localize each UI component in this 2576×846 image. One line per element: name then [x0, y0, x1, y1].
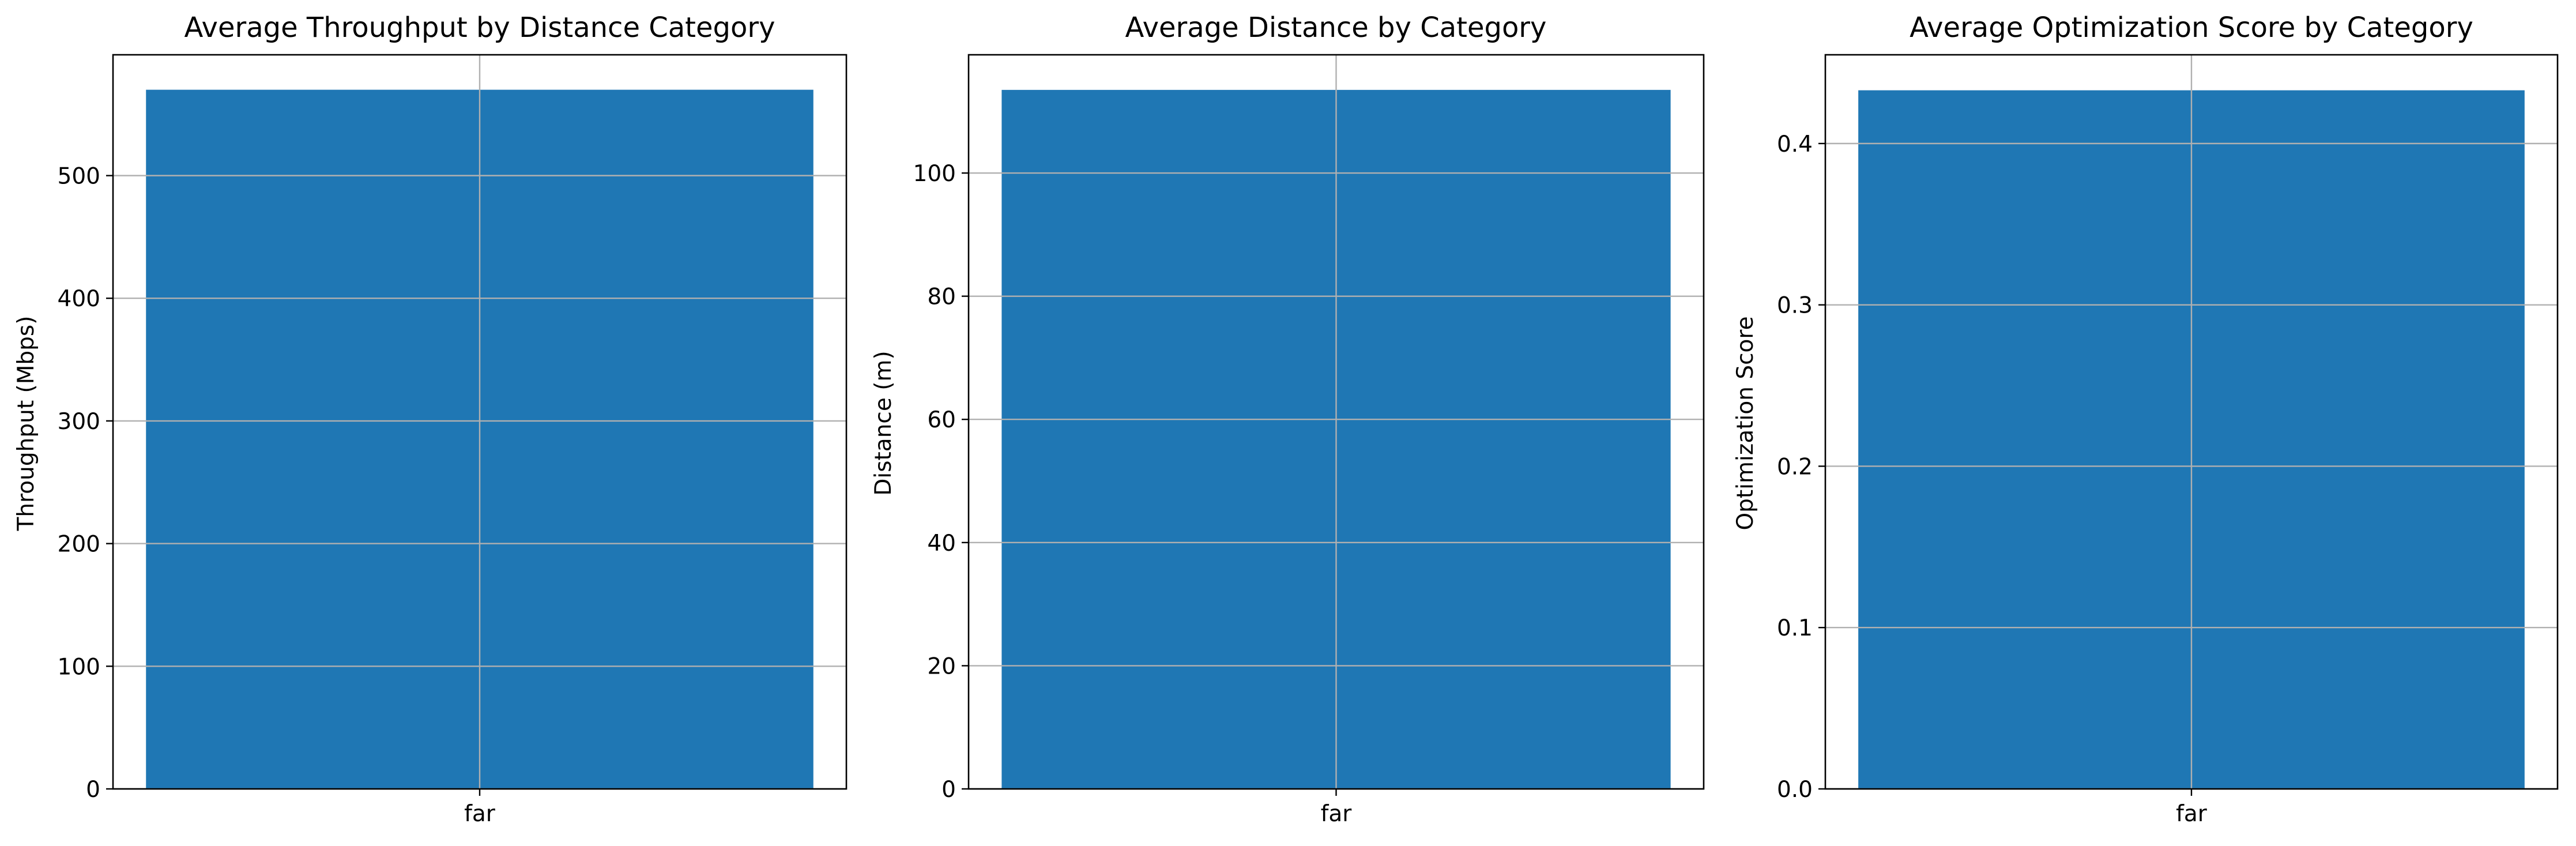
chart-title: Average Optimization Score by Category	[1910, 12, 2473, 44]
subplot-distance: Average Distance by Category Distance (m…	[871, 12, 1705, 827]
y-tick-label: 60	[927, 407, 956, 433]
y-tick-label: 100	[58, 654, 100, 680]
x-tick-label: far	[1321, 801, 1353, 827]
chart-title: Average Throughput by Distance Category	[184, 12, 775, 44]
y-tick-label: 400	[58, 286, 100, 312]
y-tick-label: 0	[86, 777, 100, 803]
y-tick-label: 0	[941, 777, 956, 803]
y-tick-label: 100	[913, 161, 956, 187]
y-axis-label: Optimization Score	[1733, 316, 1758, 530]
y-tick-label: 40	[927, 531, 956, 557]
y-tick-label: 200	[58, 532, 100, 558]
y-tick-label: 500	[58, 164, 100, 190]
x-tick-label: far	[2176, 801, 2208, 827]
y-axis-label: Throughput (Mbps)	[13, 316, 39, 532]
plot-area: 0.0 0.1 0.2 0.3 0.4 far	[1777, 54, 2559, 827]
y-tick-label: 0.0	[1777, 777, 1813, 803]
subplot-throughput: Average Throughput by Distance Category …	[13, 12, 848, 827]
plot-area: 0 20 40 60 80 100 far	[913, 54, 1705, 827]
y-tick-label: 0.3	[1777, 293, 1813, 319]
y-tick-label: 20	[927, 653, 956, 679]
subplot-optimization: Average Optimization Score by Category O…	[1733, 12, 2559, 827]
y-tick-label: 0.1	[1777, 615, 1813, 641]
y-tick-label: 80	[927, 284, 956, 310]
plot-area: 0 100 200 300 400 500 far	[58, 54, 848, 827]
y-tick-label: 0.4	[1777, 131, 1813, 157]
y-axis-label: Distance (m)	[871, 351, 897, 495]
x-tick-label: far	[464, 801, 496, 827]
chart-title: Average Distance by Category	[1125, 12, 1547, 44]
y-tick-label: 300	[58, 409, 100, 435]
y-tick-label: 0.2	[1777, 454, 1813, 480]
